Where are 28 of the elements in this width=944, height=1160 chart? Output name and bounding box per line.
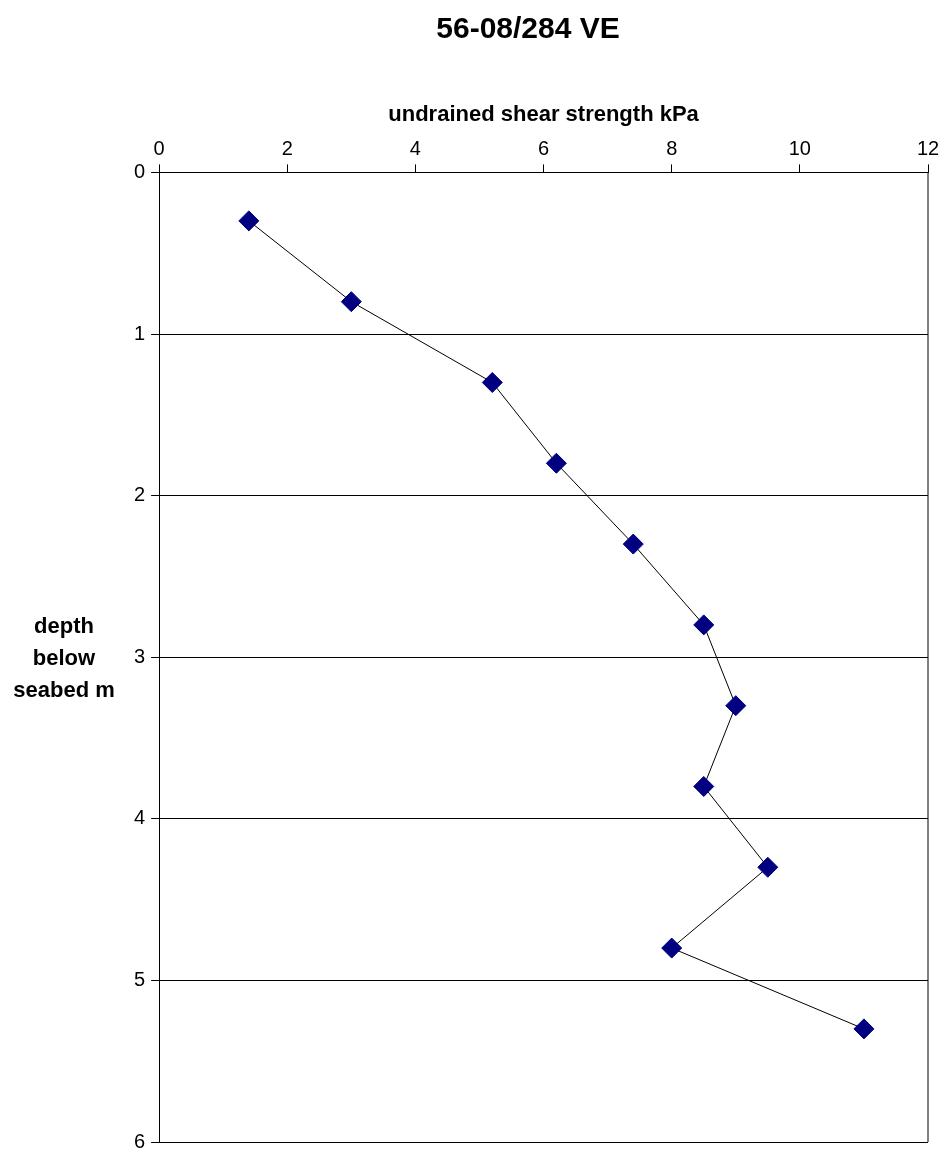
y-axis-title: depth below seabed m [12, 612, 116, 704]
point [693, 775, 715, 797]
point [622, 533, 644, 555]
y-tick-label: 2 [134, 483, 146, 506]
point [238, 210, 260, 232]
x-tick-label: 0 [153, 136, 165, 159]
x-axis-title: undrained shear strength kPa [388, 101, 700, 127]
point [481, 371, 503, 393]
chart-title: 56-08/284 VE [436, 11, 620, 45]
y-tick-label: 6 [134, 1129, 146, 1152]
y-tick-label: 0 [134, 159, 146, 182]
y-tick-label: 4 [134, 806, 146, 829]
x-tick-label: 8 [666, 136, 678, 159]
point [661, 937, 683, 959]
x-tick-label: 10 [788, 136, 811, 159]
point [545, 452, 567, 474]
y-tick-label: 3 [134, 644, 146, 667]
y-tick-label: 5 [134, 967, 146, 990]
point [757, 856, 779, 878]
point [340, 291, 362, 313]
point [725, 695, 747, 717]
x-tick-label: 4 [409, 136, 421, 159]
x-tick-label: 12 [916, 136, 940, 159]
point [693, 614, 715, 636]
point [853, 1018, 875, 1040]
x-tick-label: 6 [538, 136, 550, 159]
x-tick-label: 2 [281, 136, 293, 159]
y-tick-label: 1 [134, 321, 146, 344]
